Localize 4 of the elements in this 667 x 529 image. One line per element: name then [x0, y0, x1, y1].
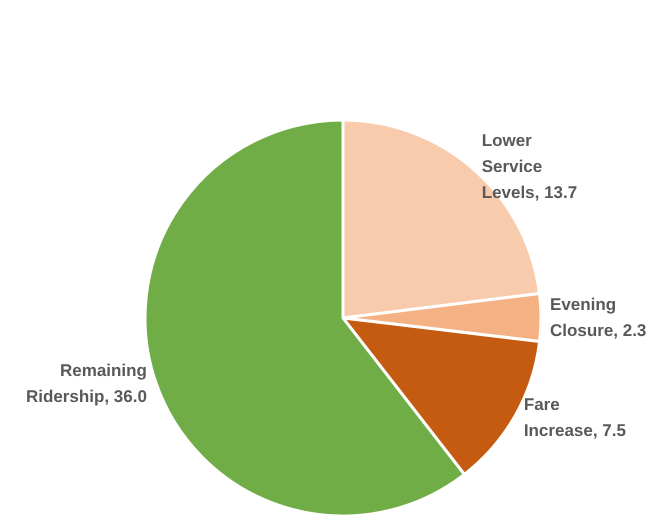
slice-label: Lower Service Levels, 13.7: [482, 131, 578, 202]
slice-label: Fare Increase, 7.5: [524, 394, 626, 440]
slice-label: Remaining Ridership, 36.0: [26, 360, 147, 406]
slice-label: Evening Closure, 2.3: [550, 294, 646, 340]
